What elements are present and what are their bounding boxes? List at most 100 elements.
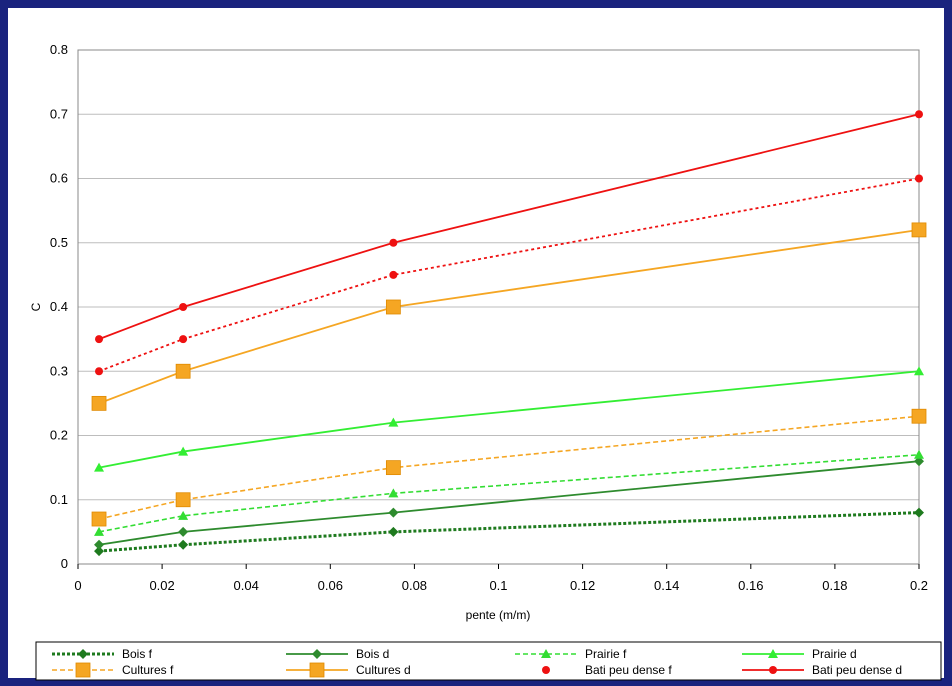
legend-item: Bati peu dense f [542,663,672,677]
legend: Bois f Bois d Prairie f Prairie d Cultures f… [52,647,902,678]
x-tick-label: 0.06 [318,578,343,593]
x-axis-label: pente (m/m) [466,608,531,622]
legend-label: Bois f [122,647,153,661]
series-line [98,113,920,340]
legend-marker [78,649,88,659]
data-point [94,539,105,550]
data-point [178,510,189,520]
x-tick-label: 0.08 [402,578,427,593]
series-line [98,453,920,533]
x-tick-label: 0.12 [570,578,595,593]
data-point [178,526,189,537]
y-axis-label: C [29,302,43,311]
data-point [179,335,188,344]
y-tick-label: 0.4 [50,299,68,314]
legend-marker [769,666,777,674]
data-point [388,507,399,518]
legend-item: Bois d [286,647,389,661]
data-point [911,408,927,424]
data-point [911,222,927,238]
data-point [95,335,104,344]
legend-label: Bati peu dense f [585,663,672,677]
data-point [178,539,189,550]
legend-item: Bati peu dense d [742,663,902,677]
legend-marker [541,649,551,658]
series-prairie-f [94,449,924,536]
series-bati-peu-dense-d [95,110,923,344]
x-tick-label: 0.02 [149,578,174,593]
data-point [175,492,191,508]
legend-label: Prairie f [585,647,627,661]
x-tick-label: 0.1 [489,578,507,593]
data-point [91,395,107,411]
legend-item: Bois f [52,647,153,661]
series-line [98,177,920,373]
series-bois-d [94,456,924,550]
series-bois-f [94,507,924,557]
data-point [385,460,401,476]
series-line [98,460,920,546]
legend-marker [768,649,778,658]
legend-label: Cultures d [356,663,411,677]
y-tick-label: 0.6 [50,171,68,186]
series-line [98,370,920,469]
series-group [91,110,927,557]
x-tick-label: 0.2 [910,578,928,593]
data-point [175,363,191,379]
data-point [389,238,398,247]
series-prairie-d [94,366,924,472]
series-bati-peu-dense-f [95,174,923,376]
data-point [915,174,923,183]
series-line [98,511,920,553]
data-point [95,367,104,376]
x-tick-label: 0.14 [654,578,679,593]
x-tick-label: 0 [74,578,81,593]
legend-marker [75,662,91,678]
series-cultures-d [91,222,927,411]
legend-box [35,641,942,681]
legend-marker [309,662,325,678]
x-tick-label: 0.04 [234,578,259,593]
data-point [914,366,924,376]
data-point [388,488,399,498]
data-point [388,526,399,537]
y-tick-label: 0.3 [50,363,68,378]
data-point [914,449,924,459]
data-point [915,110,923,119]
data-point [389,270,398,279]
x-tick-label: 0.16 [738,578,763,593]
series-line [98,229,920,405]
legend-item: Cultures d [286,662,411,678]
y-tick-label: 0 [61,556,68,571]
y-axis-ticks: 0 0.1 0.2 0.3 0.4 0.5 0.6 0.7 0.8 [50,42,68,571]
data-point [94,462,105,472]
legend-label: Cultures f [122,663,174,677]
y-tick-label: 0.2 [50,428,68,443]
data-point [94,546,105,557]
legend-label: Bati peu dense d [812,663,902,677]
legend-label: Bois d [356,647,389,661]
x-tick-label: 0.18 [822,578,847,593]
legend-item: Cultures f [52,662,174,678]
legend-label: Prairie d [812,647,857,661]
data-point [179,303,188,311]
legend-item: Prairie f [515,647,627,661]
data-point [388,417,399,427]
y-tick-label: 0.8 [50,42,68,57]
y-tick-label: 0.5 [50,235,68,250]
data-point [178,446,189,456]
data-point [914,507,924,518]
legend-marker [312,649,322,659]
y-tick-label: 0.1 [50,492,68,507]
x-axis-ticks: 0 0.02 0.04 0.06 0.08 0.1 0.12 0.14 0.16 0.18 0.2 [74,564,928,593]
series-line [98,415,920,520]
legend-marker [542,666,550,674]
series-cultures-f [91,408,927,527]
legend-item: Prairie d [742,647,857,661]
data-point [385,299,401,315]
y-tick-label: 0.7 [50,106,68,121]
data-point [94,526,105,536]
grid-lines [78,49,919,565]
data-point [91,511,107,527]
